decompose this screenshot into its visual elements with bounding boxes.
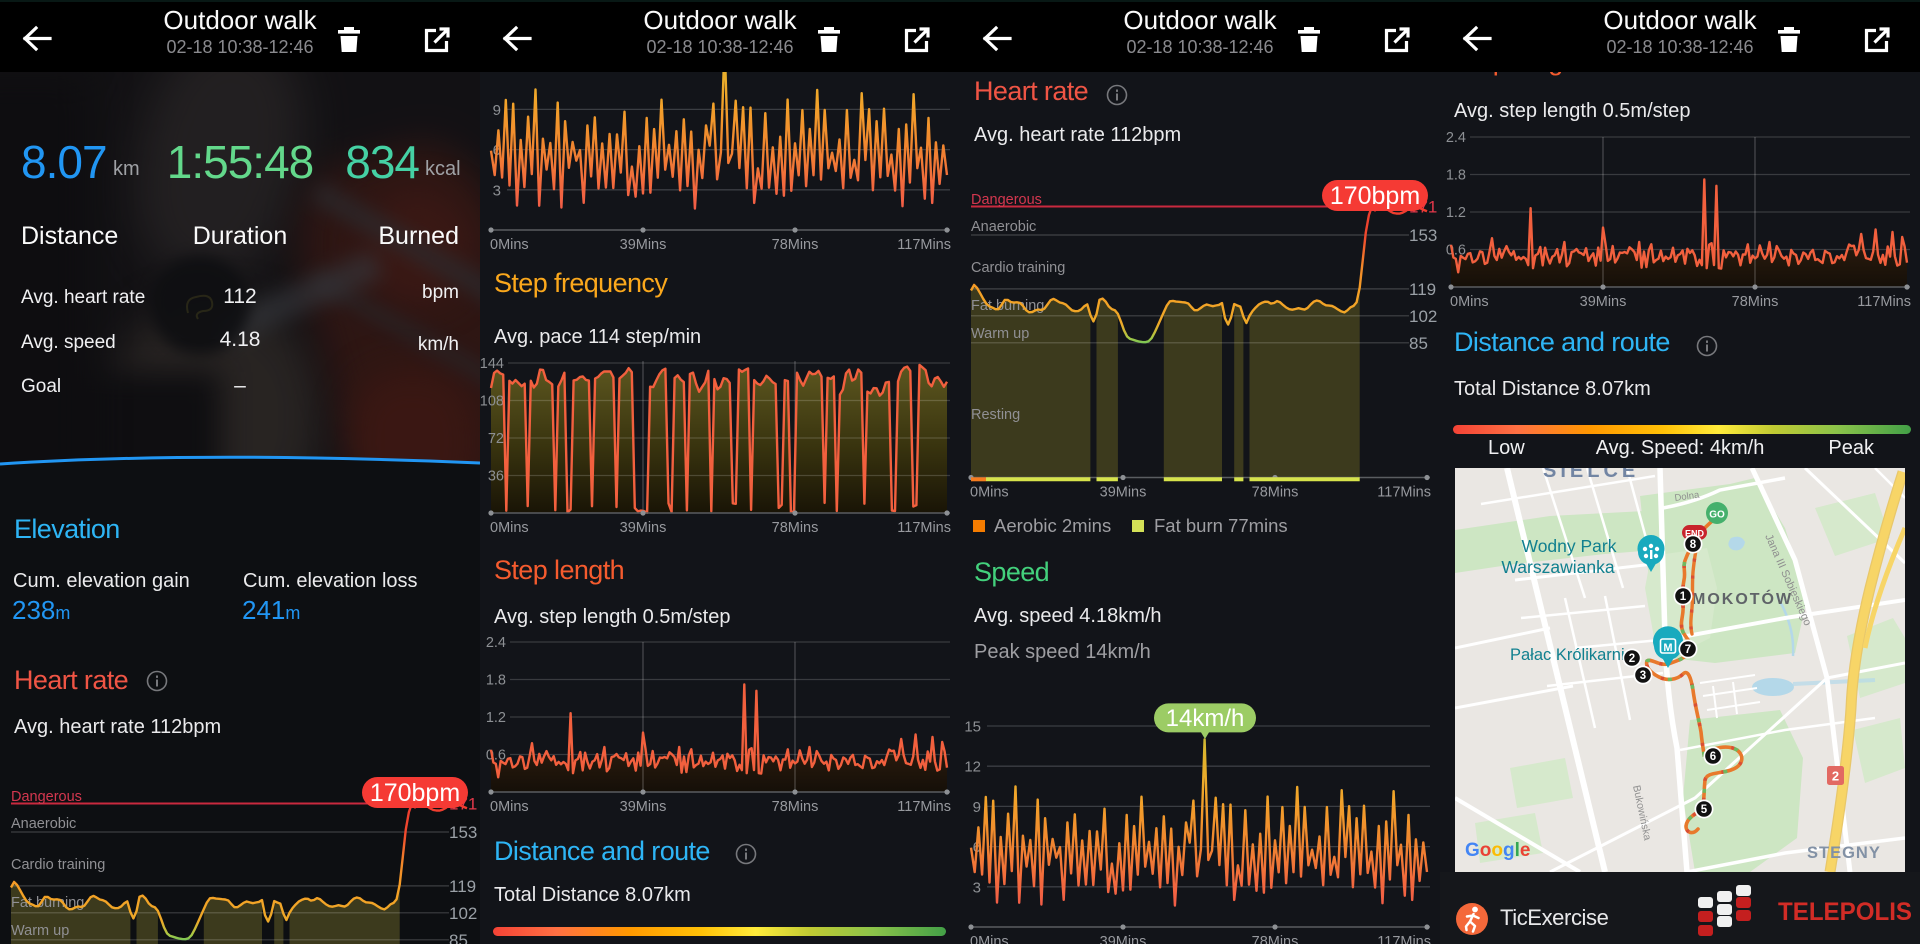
svg-text:0Mins: 0Mins <box>490 520 529 536</box>
svg-text:144: 144 <box>480 356 504 372</box>
svg-text:14km/h: 14km/h <box>1166 705 1245 732</box>
svg-text:102: 102 <box>449 904 477 923</box>
svg-text:85: 85 <box>449 931 468 944</box>
svg-text:39Mins: 39Mins <box>1100 934 1147 944</box>
svg-text:78Mins: 78Mins <box>772 799 819 815</box>
svg-text:39Mins: 39Mins <box>620 520 667 536</box>
svg-text:3: 3 <box>973 879 981 896</box>
svg-text:78Mins: 78Mins <box>1732 294 1779 310</box>
svg-text:36: 36 <box>488 469 504 485</box>
svg-text:1: 1 <box>1680 591 1687 603</box>
svg-text:SIELCE: SIELCE <box>1543 468 1639 482</box>
svg-text:0Mins: 0Mins <box>970 934 1009 944</box>
svg-text:9: 9 <box>493 102 501 119</box>
svg-text:3: 3 <box>493 182 501 199</box>
svg-text:8: 8 <box>1690 539 1697 551</box>
svg-text:7: 7 <box>1685 644 1691 656</box>
svg-text:9: 9 <box>973 799 981 816</box>
svg-text:117Mins: 117Mins <box>1377 934 1431 944</box>
svg-text:117Mins: 117Mins <box>897 799 951 815</box>
svg-text:2: 2 <box>1832 769 1839 784</box>
svg-text:Google: Google <box>1465 840 1530 861</box>
svg-text:78Mins: 78Mins <box>1252 485 1299 501</box>
svg-text:102: 102 <box>1409 307 1437 326</box>
svg-text:1.8: 1.8 <box>486 673 506 689</box>
svg-text:85: 85 <box>1409 334 1428 353</box>
svg-text:119: 119 <box>449 877 476 896</box>
svg-text:108: 108 <box>480 394 504 410</box>
svg-text:Cardio training: Cardio training <box>971 260 1065 276</box>
svg-text:39Mins: 39Mins <box>620 799 667 815</box>
svg-text:72: 72 <box>488 431 504 447</box>
svg-text:78Mins: 78Mins <box>1252 934 1299 944</box>
svg-text:170bpm: 170bpm <box>1330 182 1420 210</box>
svg-text:0Mins: 0Mins <box>490 237 529 253</box>
svg-text:12: 12 <box>964 759 981 776</box>
svg-text:Dangerous: Dangerous <box>971 192 1042 208</box>
svg-text:Resting: Resting <box>971 407 1020 423</box>
svg-text:1.2: 1.2 <box>1446 205 1466 221</box>
svg-text:39Mins: 39Mins <box>620 237 667 253</box>
svg-text:15: 15 <box>964 719 981 736</box>
svg-text:Wodny Park: Wodny Park <box>1522 536 1617 556</box>
svg-text:2.4: 2.4 <box>1446 130 1466 146</box>
svg-text:2.4: 2.4 <box>486 635 506 651</box>
svg-text:78Mins: 78Mins <box>772 237 819 253</box>
svg-text:117Mins: 117Mins <box>1377 485 1431 501</box>
svg-text:1.2: 1.2 <box>486 710 506 726</box>
svg-text:5: 5 <box>1701 804 1708 816</box>
svg-text:170bpm: 170bpm <box>370 779 460 807</box>
svg-text:M: M <box>1663 642 1672 654</box>
svg-text:0Mins: 0Mins <box>970 485 1009 501</box>
svg-text:0Mins: 0Mins <box>1450 294 1489 310</box>
svg-text:39Mins: 39Mins <box>1100 485 1147 501</box>
svg-text:GO: GO <box>1709 510 1725 521</box>
svg-text:2: 2 <box>1629 653 1635 665</box>
svg-text:0Mins: 0Mins <box>490 799 529 815</box>
svg-text:153: 153 <box>449 823 477 842</box>
svg-text:78Mins: 78Mins <box>772 520 819 536</box>
svg-text:119: 119 <box>1409 280 1436 299</box>
svg-text:Warm up: Warm up <box>971 326 1029 342</box>
svg-text:39Mins: 39Mins <box>1580 294 1627 310</box>
svg-text:END: END <box>1685 529 1705 539</box>
svg-text:TELEPOLIS: TELEPOLIS <box>1778 898 1912 926</box>
svg-text:Anaerobic: Anaerobic <box>971 219 1036 235</box>
svg-text:Dolna: Dolna <box>1674 490 1701 504</box>
svg-text:117Mins: 117Mins <box>897 520 951 536</box>
svg-text:153: 153 <box>1409 226 1437 245</box>
svg-text:Anaerobic: Anaerobic <box>11 816 76 832</box>
svg-text:Pałac Królikarnia: Pałac Królikarnia <box>1510 646 1635 664</box>
svg-text:117Mins: 117Mins <box>1857 294 1911 310</box>
svg-text:MOKOTÓW: MOKOTÓW <box>1692 589 1793 608</box>
svg-text:3: 3 <box>1640 670 1646 682</box>
svg-text:1.8: 1.8 <box>1446 168 1466 184</box>
svg-text:Cardio training: Cardio training <box>11 857 105 873</box>
svg-text:6: 6 <box>1710 751 1716 763</box>
svg-text:Warm up: Warm up <box>11 923 69 939</box>
svg-text:STEGNY: STEGNY <box>1807 844 1881 862</box>
svg-text:Dangerous: Dangerous <box>11 789 82 805</box>
svg-text:117Mins: 117Mins <box>897 237 951 253</box>
svg-text:Warszawianka: Warszawianka <box>1501 557 1614 577</box>
